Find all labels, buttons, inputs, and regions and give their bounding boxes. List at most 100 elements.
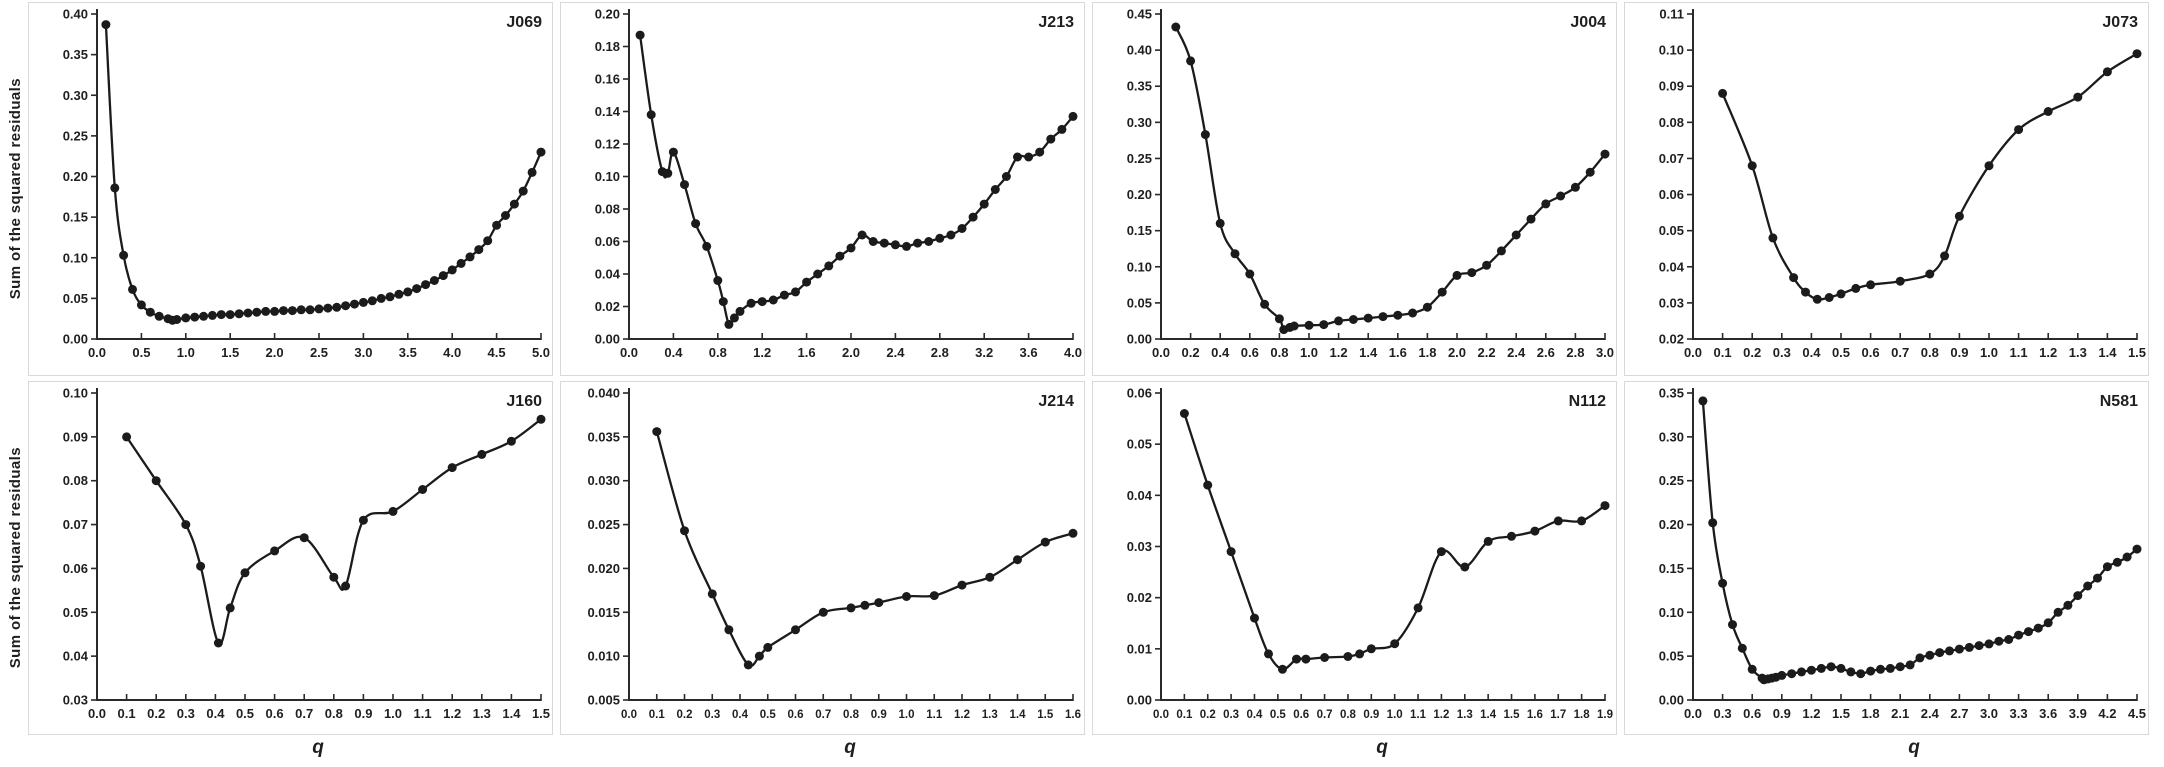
y-axis-title-label: Sum of the squared residuals <box>6 78 24 300</box>
chart-svg-J160: 0.030.040.050.060.070.080.090.100.0 0.1 0.… <box>63 386 550 722</box>
x-tick-label: 3.6 <box>1020 345 1038 360</box>
y-tick-label: 0.09 <box>63 429 88 444</box>
x-tick-label: 3.0 <box>1596 345 1614 360</box>
x-tick-label: 1.2 <box>753 345 771 360</box>
x-tick-label: 1.0 <box>384 706 402 721</box>
y-tick-label: 0.02 <box>1127 590 1152 605</box>
x-tick-label: 1.3 <box>1457 709 1473 721</box>
chart-svg-J073: 0.020.030.040.050.060.070.080.090.100.11… <box>1659 7 2146 361</box>
data-series <box>122 414 546 648</box>
x-tick-label: 1.2 <box>1330 345 1348 360</box>
x-tick-label: 0.0 <box>88 345 106 360</box>
x-tick-label: 0.4 <box>1802 345 1821 360</box>
x-tick-label: 1.4 <box>1480 709 1497 721</box>
y-tick-label: 0.035 <box>587 429 620 444</box>
x-tick-label: 0.4 <box>664 345 683 360</box>
chart-panel-N581: 0.00 0.05 0.10 0.15 0.20 0.25 0.30 0.35 0.0 0.3 0.… <box>1624 381 2149 735</box>
x-tick-label: 0.6 <box>1862 345 1880 360</box>
data-series <box>1718 49 2142 304</box>
data-series <box>652 427 1078 670</box>
y-tick-label: 0.15 <box>63 210 88 225</box>
x-tick-label: 4.0 <box>443 345 461 360</box>
x-tick-label: 1.4 <box>1359 345 1378 360</box>
chart-panel-J213: 0.00 0.02 0.04 0.06 0.08 0.10 0.12 0.14 0.16 0.18… <box>560 2 1085 376</box>
x-tick-label: 0.3 <box>1773 345 1791 360</box>
y-tick-label: 0.10 <box>63 386 88 401</box>
x-tick-label: 1.0 <box>1980 345 1998 360</box>
y-tick-label: 0.005 <box>587 693 620 708</box>
x-tick-label: 0.5 <box>236 706 254 721</box>
y-axis: 0.00 0.05 0.10 0.15 0.20 0.25 0.30 0.35 <box>1659 386 1693 708</box>
y-tick-label: 0.40 <box>1127 43 1152 58</box>
y-tick-label: 0.20 <box>1127 187 1152 202</box>
chart-panel-J004: 0.00 0.05 0.10 0.15 0.20 0.25 0.30 0.35 0.40 0.45… <box>1092 2 1617 376</box>
y-tick-label: 0.35 <box>63 47 88 62</box>
y-axis: 0.00 0.02 0.04 0.06 0.08 0.10 0.12 0.14 0.16 0.18… <box>595 7 629 347</box>
chart-cell-J213: 0.00 0.02 0.04 0.06 0.08 0.10 0.12 0.14 0.16 0.18… <box>560 2 1085 376</box>
y-tick-label: 0.03 <box>63 693 88 708</box>
x-tick-label: 0.0 <box>1152 345 1170 360</box>
x-axis: 0.0 0.1 0.2 0.3 0.4 0.5 0.6 0.7 0.8 0.9 1.0 1.1 1.2 1… <box>88 694 550 721</box>
y-tick-label: 0.35 <box>1127 79 1152 94</box>
y-tick-label: 0.04 <box>1659 259 1685 274</box>
x-tick-label: 0.3 <box>704 709 720 721</box>
x-tick-label: 0.5 <box>1270 709 1287 721</box>
x-tick-label: 2.8 <box>1566 345 1584 360</box>
y-tick-label: 0.00 <box>1659 693 1684 708</box>
y-axis-title-bottom: Sum of the squared residuals <box>2 381 28 735</box>
data-series <box>101 20 546 325</box>
x-tick-label: 2.4 <box>1921 706 1940 721</box>
x-tick-label: 1.5 <box>221 345 239 360</box>
x-tick-label: 2.5 <box>310 345 328 360</box>
chart-title: J160 <box>506 393 542 410</box>
y-tick-label: 0.15 <box>1127 223 1152 238</box>
x-tick-label: 0.3 <box>1223 709 1239 721</box>
x-axis: 0.0 0.1 0.2 0.3 0.4 0.5 0.6 0.7 0.8 0.9 1.0 1.1 1.2 1… <box>1684 333 2146 360</box>
y-tick-label: 0.25 <box>1659 473 1684 488</box>
x-tick-label: 2.8 <box>931 345 949 360</box>
x-axis: 0.0 0.1 0.2 0.3 0.4 0.5 0.6 0.7 0.8 0.9 1.0 1.1 1.2 1… <box>1153 694 1613 721</box>
y-tick-label: 0.40 <box>63 7 88 22</box>
y-tick-label: 0.05 <box>1659 649 1684 664</box>
x-tick-label: 1.1 <box>414 706 432 721</box>
y-tick-label: 0.02 <box>1659 332 1684 347</box>
y-axis: 0.00 0.05 0.10 0.15 0.20 0.25 0.30 0.35 0.40 0.45 <box>1127 7 1161 347</box>
y-tick-label: 0.10 <box>1127 259 1152 274</box>
chart-cell-J160: 0.03 0.04 0.05 0.06 0.07 0.08 0.09 0.10 0.0 0.1 0.… <box>28 381 553 761</box>
x-tick-label: 1.1 <box>2010 345 2028 360</box>
x-tick-label: 1.5 <box>532 706 550 721</box>
chart-cells-top: 0.00 0.05 0.10 0.15 0.20 0.25 0.30 0.35 0.40 0.0 0… <box>28 2 2162 376</box>
x-tick-label: 0.4 <box>1246 709 1263 721</box>
y-tick-label: 0.20 <box>1659 517 1684 532</box>
x-tick-label: 0.4 <box>1211 345 1230 360</box>
y-tick-label: 0.30 <box>1659 429 1684 444</box>
x-tick-label: 0.9 <box>1363 709 1379 721</box>
x-axis-title-J160: q <box>312 737 324 758</box>
chart-svg-N112: 0.00 0.01 0.02 0.03 0.04 0.05 0.06 0.0 0.1 0.2 0.3… <box>1127 386 1613 722</box>
x-tick-label: 0.9 <box>871 709 887 721</box>
chart-title: J004 <box>1570 14 1606 31</box>
axes <box>1160 9 1605 340</box>
x-tick-label: 4.5 <box>488 345 506 360</box>
chart-cell-J069: 0.00 0.05 0.10 0.15 0.20 0.25 0.30 0.35 0.40 0.0 0… <box>28 2 553 376</box>
x-tick-label: 0.9 <box>354 706 372 721</box>
x-tick-label: 3.5 <box>399 345 417 360</box>
y-tick-label: 0.030 <box>587 473 620 488</box>
x-axis: 0.0 0.1 0.2 0.3 0.4 0.5 0.6 0.7 0.8 0.9 1.0 1.1 1.2 1… <box>621 694 1081 721</box>
x-tick-label: 1.0 <box>899 709 915 721</box>
x-tick-label: 1.2 <box>1802 706 1820 721</box>
x-tick-label: 2.2 <box>1478 345 1496 360</box>
y-tick-label: 0.10 <box>1659 43 1684 58</box>
y-tick-label: 0.15 <box>1659 561 1684 576</box>
x-tick-label: 0.1 <box>118 706 136 721</box>
y-axis: 0.03 0.04 0.05 0.06 0.07 0.08 0.09 0.10 <box>63 386 97 708</box>
x-tick-label: 0.8 <box>843 709 860 721</box>
x-tick-label: 1.8 <box>1574 709 1591 721</box>
y-tick-label: 0.12 <box>595 137 620 152</box>
y-tick-label: 0.35 <box>1659 386 1684 401</box>
x-tick-label: 1.2 <box>1433 709 1449 721</box>
chart-panel-J073: 0.02 0.03 0.04 0.05 0.06 0.07 0.08 0.09 0.10 0.11… <box>1624 2 2149 376</box>
x-tick-label: 0.7 <box>1317 709 1333 721</box>
x-tick-label: 2.0 <box>266 345 284 360</box>
x-axis: 0.0 0.2 0.4 0.6 0.8 1.0 1.2 1.4 1.6 1.8 2.0 2.2 2.4 2… <box>1152 333 1614 360</box>
